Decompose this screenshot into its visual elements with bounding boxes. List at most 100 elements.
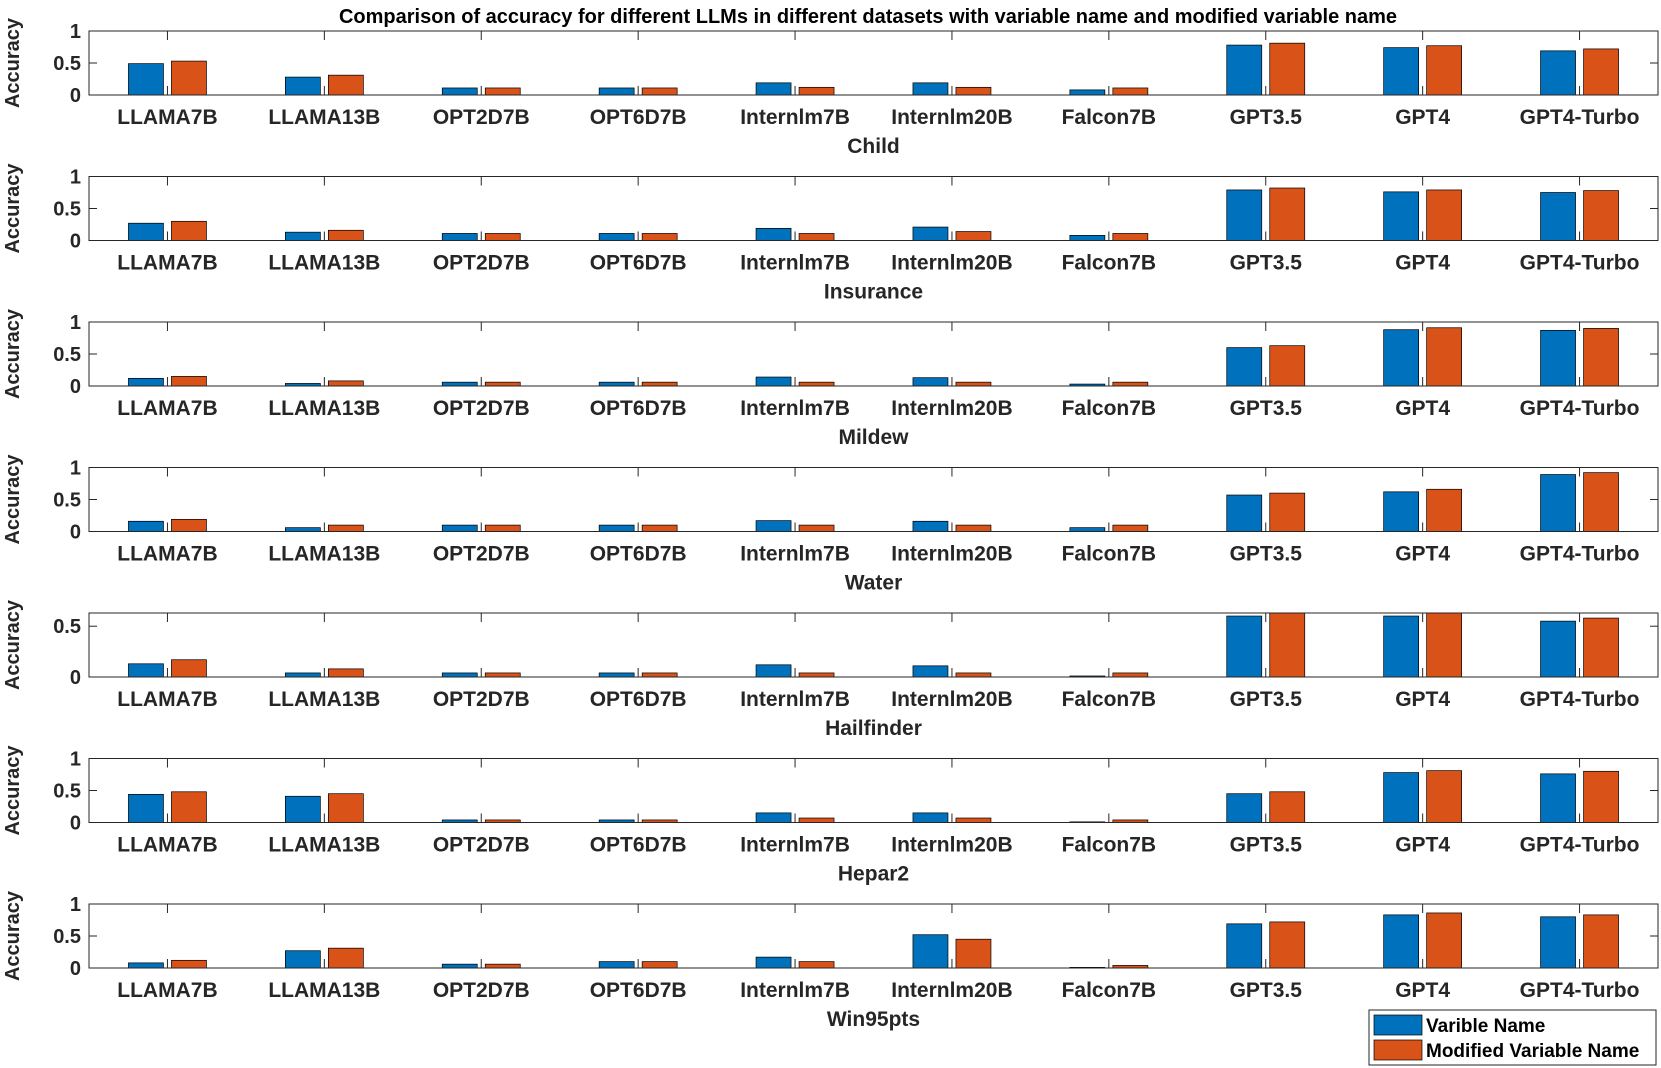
bar-mildew-gpt4-modified [1426, 327, 1463, 387]
bar-water-opt2d7b-variable [441, 524, 478, 532]
bar-hepar2-llama13b-modified [328, 793, 364, 823]
bar-win95pts-llama13b-variable [285, 950, 321, 969]
legend-label: Varible Name [1426, 1016, 1545, 1037]
bar-water-opt2d7b-modified [484, 524, 521, 532]
panel-hepar2: LLAMA7B LLAMA13B OPT2D7B OPT6D7B Internlm7B I… [2, 745, 1659, 886]
y-tick-label: 0 [70, 85, 81, 107]
bar-mildew-internlm20b-modified [955, 381, 992, 387]
x-tick-label: OPT6D7B [590, 834, 687, 857]
bar-water-gpt4-turbo-modified [1583, 472, 1619, 532]
panel-label: Hepar2 [838, 863, 909, 886]
bar-hailfinder-gpt4-modified [1426, 612, 1463, 678]
bar-child-opt2d7b-modified [484, 87, 521, 96]
x-tick-label: LLAMA7B [117, 252, 217, 275]
bar-win95pts-gpt4-turbo-variable [1540, 916, 1576, 969]
bar-mildew-opt2d7b-variable [441, 381, 478, 387]
y-axis-label: Accuracy [2, 17, 24, 108]
y-tick-label: 0 [70, 231, 81, 253]
x-tick-label: Internlm7B [740, 543, 850, 566]
bar-child-gpt4-variable [1383, 47, 1420, 96]
x-tick-label: Internlm20B [891, 979, 1012, 1002]
y-tick-label: 1 [70, 894, 81, 916]
x-tick-label: Internlm7B [740, 397, 850, 420]
bar-win95pts-opt2d7b-modified [484, 963, 521, 969]
bar-child-gpt4-turbo-variable [1540, 50, 1576, 96]
bar-hepar2-gpt4-turbo-variable [1540, 773, 1576, 823]
x-tick-label: LLAMA7B [117, 543, 217, 566]
x-tick-label: LLAMA7B [117, 688, 217, 711]
x-tick-label: OPT6D7B [590, 397, 687, 420]
x-tick-label: LLAMA7B [117, 834, 217, 857]
bar-water-opt6d7b-variable [598, 524, 635, 532]
y-axis-label: Accuracy [2, 745, 24, 836]
bar-hepar2-gpt3.5-modified [1269, 791, 1306, 823]
x-tick-label: OPT6D7B [590, 979, 687, 1002]
axes-box [88, 30, 1659, 96]
bar-mildew-gpt3.5-variable [1226, 347, 1263, 387]
x-tick-label: OPT2D7B [433, 106, 530, 129]
bar-hailfinder-internlm20b-modified [955, 672, 992, 678]
y-tick-label: 0.5 [53, 926, 81, 948]
bar-mildew-internlm7b-variable [755, 376, 792, 387]
x-tick-label: Falcon7B [1062, 979, 1157, 1002]
bar-water-internlm20b-modified [955, 524, 992, 532]
bar-hepar2-gpt4-variable [1383, 772, 1420, 823]
bar-hailfinder-llama13b-modified [328, 668, 364, 678]
x-tick-label: OPT6D7B [590, 252, 687, 275]
bar-win95pts-internlm20b-variable [912, 934, 949, 969]
bar-water-llama13b-variable [285, 527, 321, 532]
bar-win95pts-opt2d7b-variable [441, 963, 478, 969]
bar-hepar2-internlm20b-modified [955, 817, 992, 823]
x-tick-label: GPT4 [1395, 397, 1450, 420]
bar-mildew-internlm20b-variable [912, 377, 949, 387]
bar-mildew-opt2d7b-modified [484, 381, 521, 387]
bar-mildew-llama7b-variable [128, 377, 164, 387]
x-tick-label: GPT3.5 [1230, 252, 1303, 275]
bar-insurance-gpt4-variable [1383, 191, 1420, 241]
y-tick-label: 1 [70, 749, 81, 771]
bar-win95pts-internlm7b-modified [798, 961, 835, 969]
bar-win95pts-gpt4-variable [1383, 914, 1420, 969]
x-tick-label: Internlm20B [891, 397, 1012, 420]
bar-win95pts-gpt4-turbo-modified [1583, 914, 1619, 969]
x-tick-label: GPT4-Turbo [1520, 834, 1640, 857]
bar-win95pts-opt6d7b-modified [641, 961, 678, 969]
x-tick-label: Falcon7B [1062, 688, 1157, 711]
bar-insurance-llama7b-variable [128, 222, 164, 241]
bar-mildew-internlm7b-modified [798, 381, 835, 387]
x-tick-label: GPT4-Turbo [1520, 979, 1640, 1002]
bar-insurance-internlm20b-variable [912, 226, 949, 241]
x-tick-label: Falcon7B [1062, 397, 1157, 420]
bar-water-internlm7b-variable [755, 520, 792, 532]
x-tick-label: Falcon7B [1062, 834, 1157, 857]
bar-water-falcon7b-variable [1069, 527, 1106, 532]
bar-child-gpt3.5-variable [1226, 44, 1263, 96]
x-tick-label: GPT3.5 [1230, 834, 1303, 857]
panel-insurance: LLAMA7B LLAMA13B OPT2D7B OPT6D7B Internlm7B I… [2, 163, 1659, 304]
legend-label: Modified Variable Name [1426, 1041, 1639, 1062]
bar-child-gpt3.5-modified [1269, 42, 1306, 96]
x-tick-label: OPT6D7B [590, 106, 687, 129]
x-tick-label: Internlm20B [891, 543, 1012, 566]
bar-hepar2-internlm20b-variable [912, 812, 949, 823]
y-tick-label: 0 [70, 522, 81, 544]
bar-child-llama7b-modified [171, 60, 207, 96]
bar-hepar2-llama13b-variable [285, 795, 321, 823]
bar-insurance-falcon7b-modified [1112, 233, 1149, 241]
x-tick-label: GPT4-Turbo [1520, 397, 1640, 420]
x-tick-label: LLAMA7B [117, 397, 217, 420]
bar-child-falcon7b-modified [1112, 87, 1149, 96]
y-tick-label: 0.5 [53, 344, 81, 366]
bar-hailfinder-opt6d7b-modified [641, 672, 678, 678]
bar-insurance-gpt3.5-variable [1226, 189, 1263, 241]
axes-box [88, 176, 1659, 241]
x-tick-label: LLAMA7B [117, 106, 217, 129]
x-tick-label: Internlm20B [891, 252, 1012, 275]
y-tick-label: 1 [70, 167, 81, 189]
x-tick-label: GPT3.5 [1230, 979, 1303, 1002]
bar-hepar2-internlm7b-modified [798, 817, 835, 823]
bar-hailfinder-internlm20b-variable [912, 665, 949, 678]
y-tick-label: 0 [70, 958, 81, 980]
panel-child: LLAMA7B LLAMA13B OPT2D7B OPT6D7B Internlm7B I… [2, 17, 1659, 158]
y-tick-label: 0.5 [53, 490, 81, 512]
